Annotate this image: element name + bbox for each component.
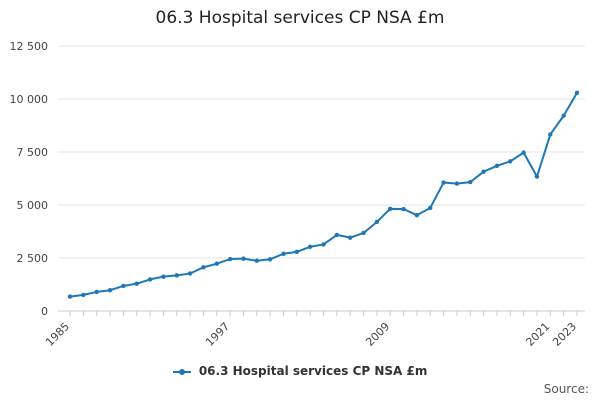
- data-point[interactable]: [121, 283, 126, 289]
- data-point[interactable]: [347, 235, 353, 240]
- data-point[interactable]: [468, 179, 473, 185]
- y-tick-label: 5 000: [17, 199, 49, 212]
- data-point[interactable]: [441, 180, 446, 185]
- y-tick-label: 7 500: [17, 146, 49, 159]
- y-tick-label: 0: [41, 305, 48, 318]
- legend-line-marker-icon: [172, 367, 191, 377]
- source-label: Source:: [543, 382, 589, 396]
- data-point[interactable]: [281, 251, 286, 256]
- data-point[interactable]: [81, 292, 86, 298]
- data-point[interactable]: [508, 159, 513, 164]
- data-point[interactable]: [521, 150, 526, 155]
- data-point[interactable]: [294, 249, 300, 255]
- series-line: [69, 92, 578, 298]
- data-point[interactable]: [107, 288, 113, 293]
- x-tick-label: 1985: [43, 320, 72, 349]
- data-point[interactable]: [94, 289, 99, 295]
- data-point[interactable]: [321, 242, 326, 247]
- data-point[interactable]: [481, 169, 486, 174]
- data-point[interactable]: [134, 281, 139, 286]
- data-point[interactable]: [401, 206, 406, 212]
- x-tick-label: 2021: [523, 320, 552, 349]
- x-tick-label: 1997: [203, 320, 232, 349]
- data-point[interactable]: [254, 258, 259, 263]
- data-point[interactable]: [361, 230, 366, 236]
- y-tick-label: 2 500: [17, 252, 49, 265]
- data-point[interactable]: [388, 206, 393, 212]
- data-point[interactable]: [334, 232, 340, 238]
- data-point[interactable]: [414, 212, 420, 218]
- x-tick-label: 2023: [550, 320, 579, 349]
- data-point[interactable]: [187, 271, 193, 276]
- data-point[interactable]: [161, 274, 166, 279]
- data-point[interactable]: [241, 256, 246, 261]
- data-point[interactable]: [147, 277, 153, 282]
- y-tick-label: 12 500: [10, 40, 49, 53]
- chart-title: 06.3 Hospital services CP NSA £m: [155, 8, 445, 28]
- data-point[interactable]: [561, 113, 566, 118]
- data-series: [67, 90, 580, 299]
- y-axis: 0 2 500 5 000 7 500 10 000 12 500: [10, 40, 49, 318]
- data-point[interactable]: [494, 163, 500, 168]
- gridlines: [58, 45, 585, 312]
- data-point[interactable]: [548, 132, 553, 137]
- legend-label: 06.3 Hospital services CP NSA £m: [198, 364, 428, 378]
- data-point[interactable]: [574, 90, 580, 96]
- data-point[interactable]: [201, 265, 206, 270]
- x-tick-label: 2009: [363, 320, 392, 349]
- data-point[interactable]: [67, 294, 73, 299]
- data-point[interactable]: [454, 181, 460, 186]
- data-point[interactable]: [374, 219, 380, 225]
- y-tick-label: 10 000: [10, 93, 49, 106]
- data-point[interactable]: [174, 273, 179, 278]
- data-point[interactable]: [267, 257, 273, 262]
- data-point[interactable]: [214, 261, 219, 266]
- data-point[interactable]: [534, 174, 540, 179]
- data-point[interactable]: [428, 205, 433, 211]
- legend[interactable]: 06.3 Hospital services CP NSA £m: [0, 364, 600, 378]
- data-point[interactable]: [307, 244, 313, 249]
- data-point[interactable]: [227, 256, 233, 262]
